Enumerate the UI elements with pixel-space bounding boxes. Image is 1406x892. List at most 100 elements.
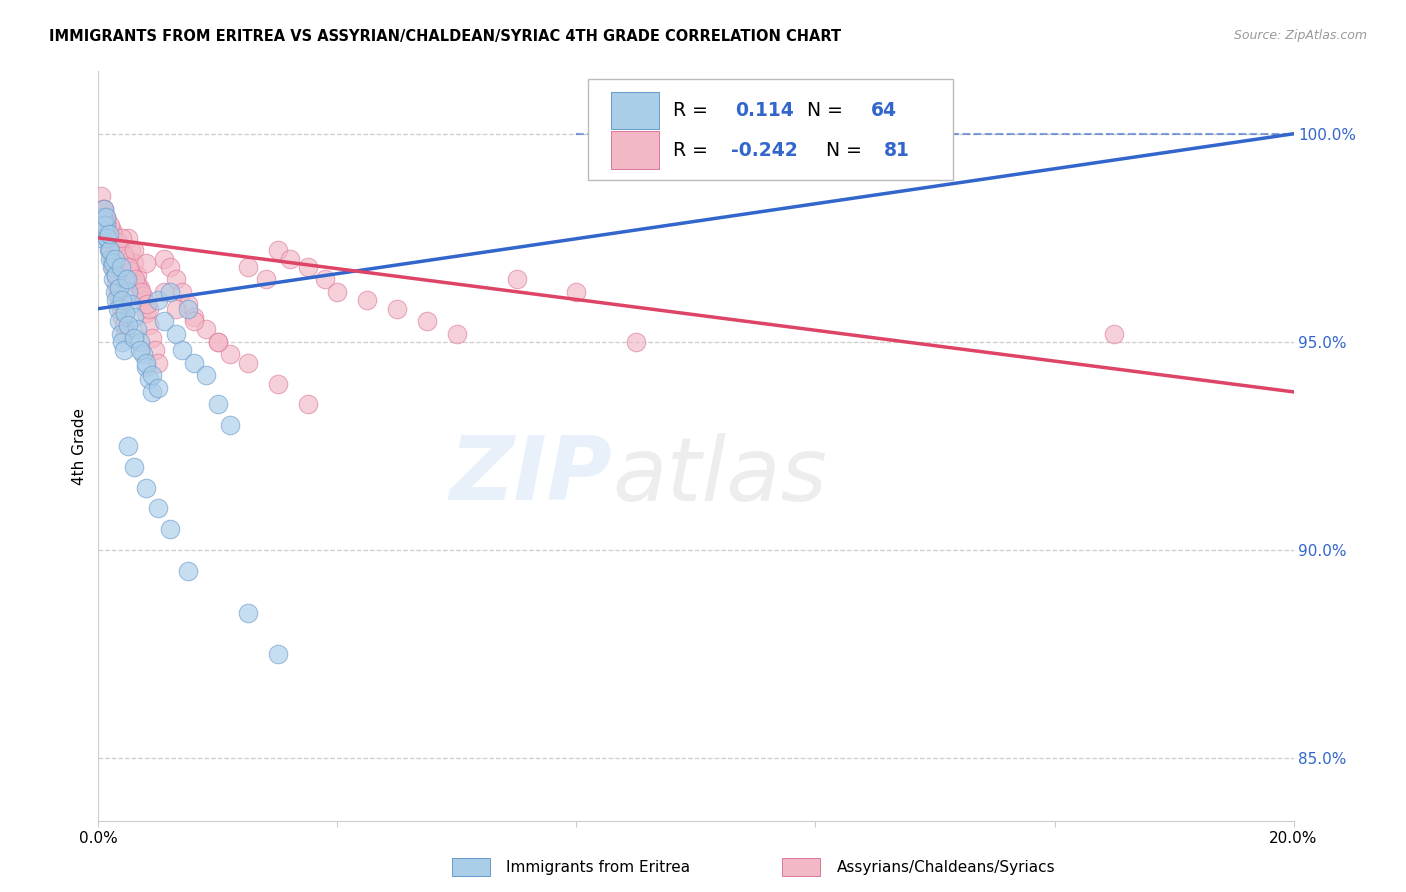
Point [93, 219, 115, 233]
Point [297, 260, 319, 274]
Point [565, 285, 588, 299]
Point [91, 202, 114, 216]
Point [98, 252, 122, 266]
Point [297, 397, 319, 411]
Text: Immigrants from Eritrea: Immigrants from Eritrea [506, 860, 690, 874]
Point [183, 314, 205, 328]
Point [315, 272, 337, 286]
Point [124, 256, 146, 270]
Text: R =: R = [673, 101, 714, 120]
Point [98, 235, 121, 249]
Point [131, 285, 153, 299]
Point [135, 306, 157, 320]
Point [120, 297, 142, 311]
Point [172, 343, 194, 358]
Point [100, 252, 122, 266]
Text: 81: 81 [883, 141, 910, 160]
Y-axis label: 4th Grade: 4th Grade [72, 408, 87, 484]
Point [745, 127, 768, 141]
Point [118, 260, 141, 274]
Point [207, 397, 229, 411]
Point [124, 459, 146, 474]
Point [103, 272, 125, 286]
Text: IMMIGRANTS FROM ERITREA VS ASSYRIAN/CHALDEAN/SYRIAC 4TH GRADE CORRELATION CHART: IMMIGRANTS FROM ERITREA VS ASSYRIAN/CHAL… [49, 29, 841, 44]
Point [111, 310, 134, 324]
Point [141, 384, 163, 399]
Point [177, 301, 200, 316]
Point [90, 231, 112, 245]
Point [267, 376, 290, 391]
Point [135, 359, 157, 374]
Point [356, 293, 378, 308]
Point [112, 318, 135, 333]
Point [236, 606, 259, 620]
FancyBboxPatch shape [589, 78, 953, 180]
Point [93, 210, 115, 224]
Point [98, 244, 121, 258]
Point [120, 244, 142, 258]
Point [94, 219, 117, 233]
Point [446, 326, 468, 341]
Point [103, 260, 125, 274]
Point [105, 293, 128, 308]
Point [177, 297, 200, 311]
Point [236, 260, 259, 274]
Point [129, 343, 152, 358]
Point [110, 326, 132, 341]
Point [96, 214, 118, 228]
Point [267, 244, 290, 258]
Point [506, 272, 529, 286]
Point [153, 252, 176, 266]
Bar [612, 92, 659, 129]
Point [94, 210, 117, 224]
Point [135, 256, 157, 270]
Point [103, 227, 125, 241]
Point [138, 301, 160, 316]
Point [107, 235, 129, 249]
Point [108, 281, 131, 295]
Point [107, 301, 129, 316]
Point [114, 306, 136, 320]
Point [96, 227, 118, 241]
Point [138, 318, 160, 333]
Point [219, 347, 242, 361]
Point [143, 343, 166, 358]
Point [177, 564, 200, 578]
Point [159, 522, 181, 536]
Text: -0.242: -0.242 [731, 141, 797, 160]
Point [135, 481, 157, 495]
Point [98, 227, 121, 241]
Point [110, 301, 132, 316]
Text: N =: N = [807, 101, 849, 120]
Point [416, 314, 439, 328]
Point [183, 310, 205, 324]
Point [107, 285, 129, 299]
Point [132, 347, 155, 361]
Point [129, 281, 152, 295]
Point [93, 202, 115, 216]
Point [100, 222, 122, 236]
Point [100, 260, 122, 274]
Point [105, 268, 128, 283]
Point [110, 260, 132, 274]
Point [90, 189, 112, 203]
Point [111, 334, 134, 349]
Point [98, 244, 122, 258]
Point [326, 285, 349, 299]
Point [626, 334, 648, 349]
Point [96, 231, 118, 245]
Point [159, 285, 181, 299]
Point [124, 331, 146, 345]
Text: R =: R = [673, 141, 714, 160]
Point [153, 285, 176, 299]
Point [207, 334, 229, 349]
Point [129, 334, 152, 349]
Point [117, 231, 139, 245]
Point [94, 210, 117, 224]
Point [165, 326, 187, 341]
Point [165, 272, 187, 286]
Text: 0.114: 0.114 [735, 101, 794, 120]
Point [165, 301, 187, 316]
Point [267, 647, 290, 661]
Point [94, 219, 117, 233]
